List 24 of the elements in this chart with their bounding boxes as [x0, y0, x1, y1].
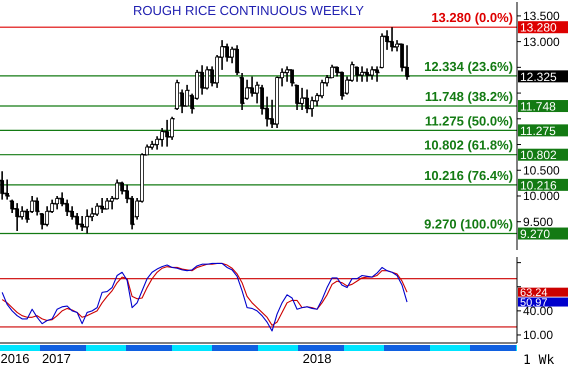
text: 11.748 [520, 100, 556, 114]
text: 1 Wk [523, 353, 554, 368]
text: 10.802 [520, 148, 558, 162]
text: 12.325 [520, 70, 558, 84]
text: 13.280 [520, 20, 558, 35]
y-tick-label: 13.500 [523, 9, 560, 24]
text: 11.275 [520, 124, 556, 138]
chart-title: ROUGH RICE CONTINUOUS WEEKLY [133, 3, 364, 18]
ref-line-label: 10.216 (76.4%) [424, 168, 513, 183]
ref-line-label: 11.275 (50.0%) [424, 113, 513, 128]
text: 63.24 [520, 286, 548, 299]
ref-line-label: 12.334 (23.6%) [424, 58, 513, 74]
y-tick-label: 10.500 [523, 164, 560, 178]
y-tick-label: 13.000 [523, 34, 560, 49]
text: 9.270 [520, 227, 550, 242]
ref-line-label: 10.802 (61.8%) [424, 138, 513, 153]
y-tick-label: 9.500 [523, 214, 554, 229]
x-tick-label: 2018 [302, 351, 332, 366]
y-tick-label: 10.00 [523, 328, 554, 342]
ref-line-label: 11.748 (38.2%) [424, 89, 513, 104]
ref-line-label: 13.280 (0.0%) [431, 10, 513, 26]
x-tick-label: 2017 [42, 351, 71, 366]
ref-line-label: 9.270 (100.0%) [424, 216, 513, 232]
x-tick-label: 2016 [0, 351, 30, 366]
